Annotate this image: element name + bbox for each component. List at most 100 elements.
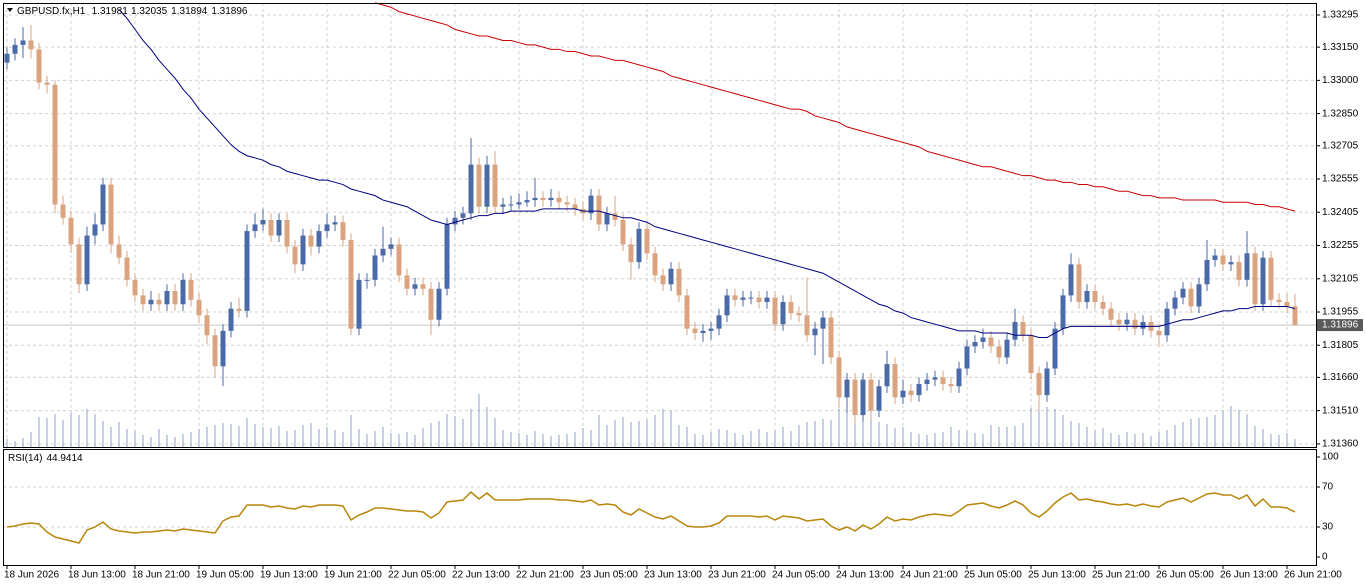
candle-body <box>876 386 882 411</box>
candle-body <box>420 284 426 289</box>
y-tick-label: 1.32405 <box>1322 207 1359 218</box>
x-tick-label: 24 Jun 13:00 <box>836 570 894 581</box>
candle-body <box>1260 257 1266 305</box>
chart-layer: 1.33295 1.33150 1.33000 1.32850 1.32705 1.325… <box>3 2 1363 581</box>
candle-body <box>820 317 826 329</box>
candle-body <box>60 204 66 218</box>
candle-body <box>204 315 210 336</box>
candle-body <box>484 164 490 207</box>
candle-body <box>1236 262 1242 280</box>
collapse-icon[interactable] <box>7 8 13 12</box>
x-tick-label: 23 Jun 05:00 <box>580 570 638 581</box>
candle-body <box>164 290 170 305</box>
candle-body <box>84 235 90 285</box>
candle-body <box>492 164 498 207</box>
candle-body <box>1220 255 1226 265</box>
candle-body <box>212 335 218 367</box>
candle-body <box>196 299 202 316</box>
candle-body <box>868 379 874 411</box>
candle-body <box>444 224 450 289</box>
y-tick-label: 1.31955 <box>1322 307 1359 318</box>
candle-body <box>588 195 594 214</box>
candle-body <box>980 337 986 342</box>
candle-body <box>844 379 850 398</box>
y-tick-label: 1.33295 <box>1322 10 1359 21</box>
candle-body <box>20 40 26 45</box>
candle-body <box>804 315 810 336</box>
candle-body <box>460 213 466 218</box>
candle-body <box>996 346 1002 358</box>
candle-body <box>884 364 890 387</box>
y-tick-label: 1.33000 <box>1322 75 1359 86</box>
candle-body <box>436 288 442 320</box>
candle-body <box>428 288 434 320</box>
candle-body <box>724 295 730 316</box>
moving-average-line <box>118 9 1296 338</box>
candle-body <box>188 279 194 300</box>
candle-body <box>764 297 770 303</box>
candle-body <box>852 379 858 416</box>
candle-body <box>916 384 922 396</box>
candle-body <box>92 224 98 236</box>
symbol-title: GBPUSD.fx,H1 <box>17 6 86 17</box>
candle-body <box>812 328 818 336</box>
candle-body <box>148 299 154 305</box>
candle-body <box>108 184 114 245</box>
moving-average-line <box>374 2 1296 212</box>
candle-body <box>532 197 538 201</box>
candle-body <box>1244 253 1250 280</box>
candle-body <box>596 195 602 225</box>
candle-body <box>700 330 706 334</box>
candle-body <box>68 217 74 245</box>
candle-body <box>572 204 578 209</box>
y-tick-label: 30 <box>1322 522 1334 533</box>
candle-body <box>964 346 970 369</box>
candle-body <box>268 220 274 236</box>
candle-body <box>228 308 234 331</box>
candle-body <box>1140 321 1146 329</box>
candle-body <box>76 244 82 285</box>
candle-body <box>788 302 794 314</box>
header-close: 1.31896 <box>211 6 248 17</box>
candle-body <box>972 341 978 347</box>
candle-body <box>1124 319 1130 325</box>
rsi-header: RSI(14) 44.9414 <box>8 453 83 464</box>
candle-body <box>1116 319 1122 325</box>
y-tick-label: 1.32705 <box>1322 140 1359 151</box>
x-tick-label: 24 Jun 05:00 <box>772 570 830 581</box>
candle-body <box>540 197 546 201</box>
candle-body <box>1076 264 1082 303</box>
x-tick-label: 22 Jun 05:00 <box>388 570 446 581</box>
candle-body <box>1020 321 1026 336</box>
candle-body <box>772 297 778 325</box>
candle-body <box>476 164 482 207</box>
candle-body <box>1212 255 1218 260</box>
y-tick-label: 1.32850 <box>1322 108 1359 119</box>
candle-body <box>668 268 674 285</box>
candle-body <box>1180 288 1186 298</box>
candle-body <box>636 228 642 263</box>
candle-body <box>388 244 394 249</box>
candle-body <box>452 217 458 225</box>
candle-body <box>1252 253 1258 305</box>
candle-body <box>956 368 962 387</box>
x-tick-label: 19 Jun 05:00 <box>196 570 254 581</box>
x-tick-label: 25 Jun 13:00 <box>1028 570 1086 581</box>
candle-body <box>1052 328 1058 369</box>
candle-body <box>1044 368 1050 396</box>
candle-body <box>660 275 666 285</box>
candle-body <box>692 328 698 334</box>
candle-body <box>1196 284 1202 307</box>
candle-body <box>732 295 738 300</box>
candle-body <box>892 364 898 398</box>
candle-body <box>1068 264 1074 296</box>
x-tick-label: 22 Jun 21:00 <box>516 570 574 581</box>
candle-body <box>252 224 258 232</box>
candle-body <box>1132 319 1138 329</box>
candle-body <box>412 284 418 289</box>
y-tick-label: 1.31510 <box>1322 405 1359 416</box>
candle-body <box>988 337 994 347</box>
header-open: 1.31981 <box>92 6 129 17</box>
candle-body <box>756 297 762 303</box>
candle-body <box>1156 330 1162 336</box>
